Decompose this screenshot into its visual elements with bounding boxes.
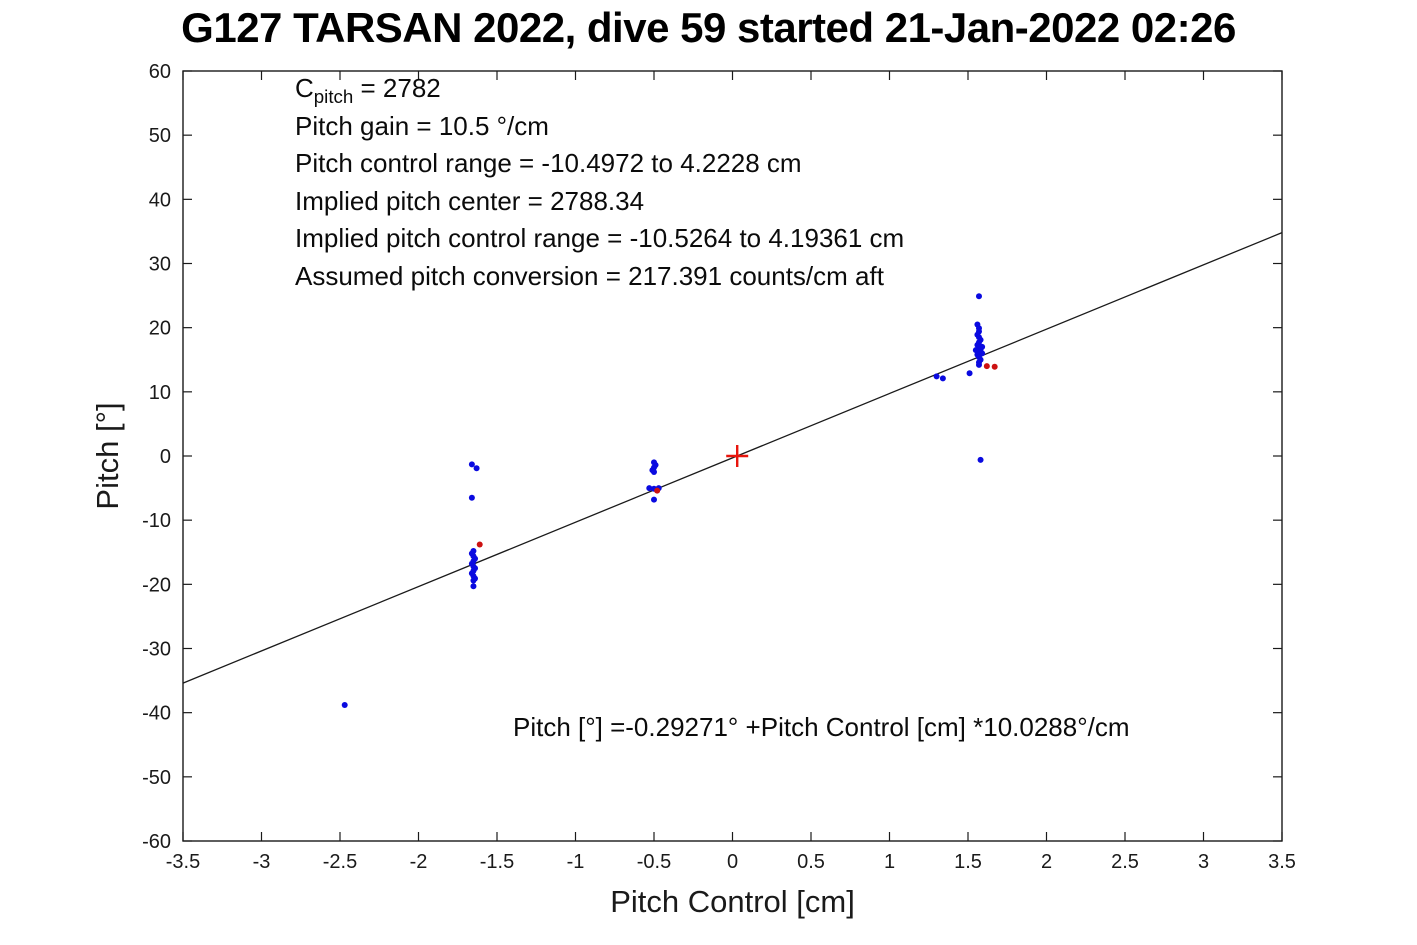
pitch-observed-point <box>473 465 480 472</box>
x-tick-label: 0 <box>727 851 738 873</box>
pitch-observed-point <box>977 456 984 463</box>
x-tick-label: 3.5 <box>1268 851 1296 873</box>
fit-line <box>182 232 1283 684</box>
annotation-implied-pitch-control-range: Implied pitch control range = -10.5264 t… <box>295 223 905 253</box>
y-tick-label: 50 <box>149 125 171 147</box>
pitch-observed-point <box>651 469 657 476</box>
y-tick-label: 60 <box>149 61 171 83</box>
x-tick-label: 1.5 <box>954 851 982 873</box>
y-tick-label: 10 <box>149 382 171 404</box>
fit-equation-annotation: Pitch [°] =-0.29271° +Pitch Control [cm]… <box>513 712 1130 742</box>
annotation-implied-pitch-center: Implied pitch center = 2788.34 <box>295 185 645 216</box>
pitch-observed-point <box>470 577 477 584</box>
x-tick-label: -1.5 <box>480 851 514 873</box>
y-tick-label: -40 <box>142 703 171 725</box>
pitch-observed-point <box>468 461 475 468</box>
y-tick-label: -20 <box>142 574 171 596</box>
annotation-pitch-gain: Pitch gain = 10.5 °/cm <box>295 110 549 141</box>
x-tick-label: -2 <box>410 851 428 873</box>
pitch-observed-point <box>975 293 982 300</box>
x-axis-label: Pitch Control [cm] <box>610 884 855 919</box>
plot-title: G127 TARSAN 2022, dive 59 started 21-Jan… <box>181 4 1236 51</box>
pitch-observed-point <box>966 370 973 377</box>
pitch-observed-point <box>979 350 986 357</box>
pitch-observed-point <box>939 375 946 382</box>
annotation-cpitch: Cpitch = 2782 <box>295 70 904 108</box>
annotation-pitch-control-range: Pitch control range = -10.4972 to 4.2228… <box>295 148 802 178</box>
x-tick-label: 2.5 <box>1111 851 1139 873</box>
x-tick-label: 0.5 <box>797 851 825 873</box>
y-tick-label: 40 <box>149 189 171 211</box>
y-tick-label: 0 <box>160 446 171 468</box>
pitch-observed-point <box>979 343 986 350</box>
y-tick-label: -30 <box>142 639 171 661</box>
x-tick-label: -1 <box>567 851 585 873</box>
y-tick-label: -60 <box>142 831 171 853</box>
x-tick-label: -3 <box>253 851 271 873</box>
pitch-observed-point <box>972 347 979 354</box>
x-tick-label: -0.5 <box>637 851 671 873</box>
y-axis-label: Pitch [°] <box>90 402 125 509</box>
x-tick-label: -3.5 <box>166 851 200 873</box>
annotation-assumed-pitch-conversion: Assumed pitch conversion = 217.391 count… <box>295 260 884 291</box>
calibration-annotation-block: Cpitch = 2782 Pitch gain = 10.5 °/cm Pit… <box>295 70 904 295</box>
x-tick-label: 3 <box>1198 851 1209 873</box>
pitch-observed-point <box>975 361 982 368</box>
pitch-flagged-point <box>654 487 661 494</box>
pitch-observed-point <box>468 494 475 501</box>
y-tick-label: 20 <box>149 318 171 340</box>
cpitch-subscript: pitch <box>313 86 354 108</box>
pitch-observed-point <box>470 583 477 590</box>
pitch-flagged-point <box>983 363 990 370</box>
pitch-flagged-point <box>991 363 998 370</box>
pitch-observed-point <box>646 485 653 492</box>
cpitch-value: = 2782 <box>353 73 441 103</box>
y-tick-label: 30 <box>149 254 171 276</box>
pitch-observed-point <box>341 701 348 708</box>
x-tick-label: -2.5 <box>323 851 357 873</box>
pitch-flagged-point <box>476 541 483 548</box>
x-tick-label: 2 <box>1041 851 1052 873</box>
cpitch-base: C <box>295 73 314 103</box>
y-tick-label: -10 <box>142 510 171 532</box>
x-tick-label: 1 <box>884 851 895 873</box>
pitch-observed-point <box>933 373 940 380</box>
y-tick-label: -50 <box>142 767 171 789</box>
pitch-observed-point <box>651 496 657 503</box>
